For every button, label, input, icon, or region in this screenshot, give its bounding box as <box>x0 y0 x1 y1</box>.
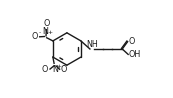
Text: O: O <box>31 32 38 41</box>
Text: OH: OH <box>129 50 141 59</box>
Text: O: O <box>43 19 50 28</box>
Text: O: O <box>42 65 48 74</box>
Text: O: O <box>128 37 135 46</box>
Text: +: + <box>47 30 52 35</box>
Text: -: - <box>62 63 65 68</box>
Text: -: - <box>39 30 41 35</box>
Text: NH: NH <box>86 39 98 49</box>
Text: N: N <box>52 65 58 74</box>
Text: O: O <box>61 65 67 74</box>
Text: N: N <box>43 27 48 36</box>
Text: +: + <box>57 64 62 69</box>
